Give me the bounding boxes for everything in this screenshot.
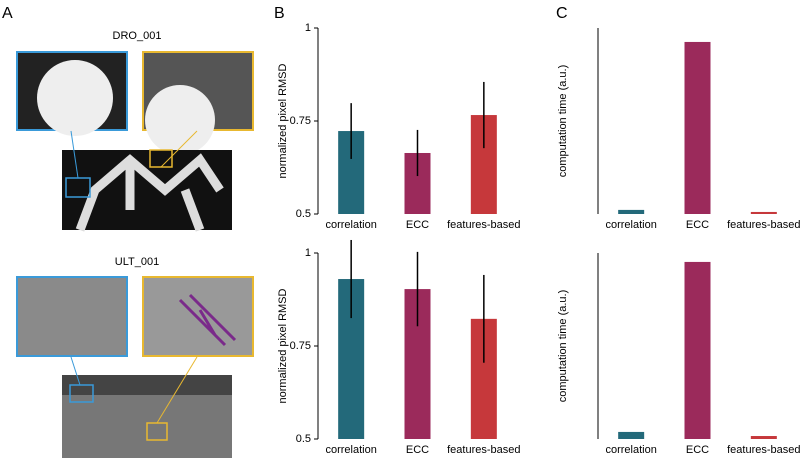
x-tick-label: correlation (605, 444, 656, 456)
x-tick-label: ECC (406, 444, 429, 456)
image-label: ULT_001 (115, 256, 159, 268)
y-tick-label: 0.5 (296, 208, 311, 220)
bar (684, 261, 711, 439)
x-tick-label: features-based (447, 219, 520, 231)
panel-label: A (2, 5, 13, 22)
panel-label: B (274, 5, 285, 22)
y-axis-label: computation time (a.u.) (557, 65, 569, 178)
x-tick-label: correlation (605, 219, 656, 231)
y-axis-label: normalized pixel RMSD (277, 63, 289, 178)
y-tick-label: 0.5 (296, 433, 311, 445)
image-ult (16, 276, 254, 458)
bar (750, 211, 777, 214)
x-tick-label: features-based (727, 219, 800, 231)
y-axis-label: normalized pixel RMSD (277, 288, 289, 403)
y-tick-label: 1 (305, 22, 311, 34)
bar (618, 431, 645, 439)
bar (618, 209, 645, 214)
image-dro (16, 51, 254, 232)
x-tick-label: features-based (727, 444, 800, 456)
image-label: DRO_001 (113, 30, 162, 42)
y-tick-label: 0.75 (290, 115, 311, 127)
panel-label: C (556, 5, 568, 22)
y-tick-label: 1 (305, 247, 311, 259)
y-axis-label: computation time (a.u.) (557, 290, 569, 403)
y-tick-label: 0.75 (290, 340, 311, 352)
x-tick-label: ECC (686, 444, 709, 456)
x-tick-label: ECC (406, 219, 429, 231)
x-tick-label: correlation (325, 219, 376, 231)
x-tick-label: correlation (325, 444, 376, 456)
x-tick-label: ECC (686, 219, 709, 231)
bar (750, 436, 777, 439)
bar (684, 41, 711, 215)
x-tick-label: features-based (447, 444, 520, 456)
